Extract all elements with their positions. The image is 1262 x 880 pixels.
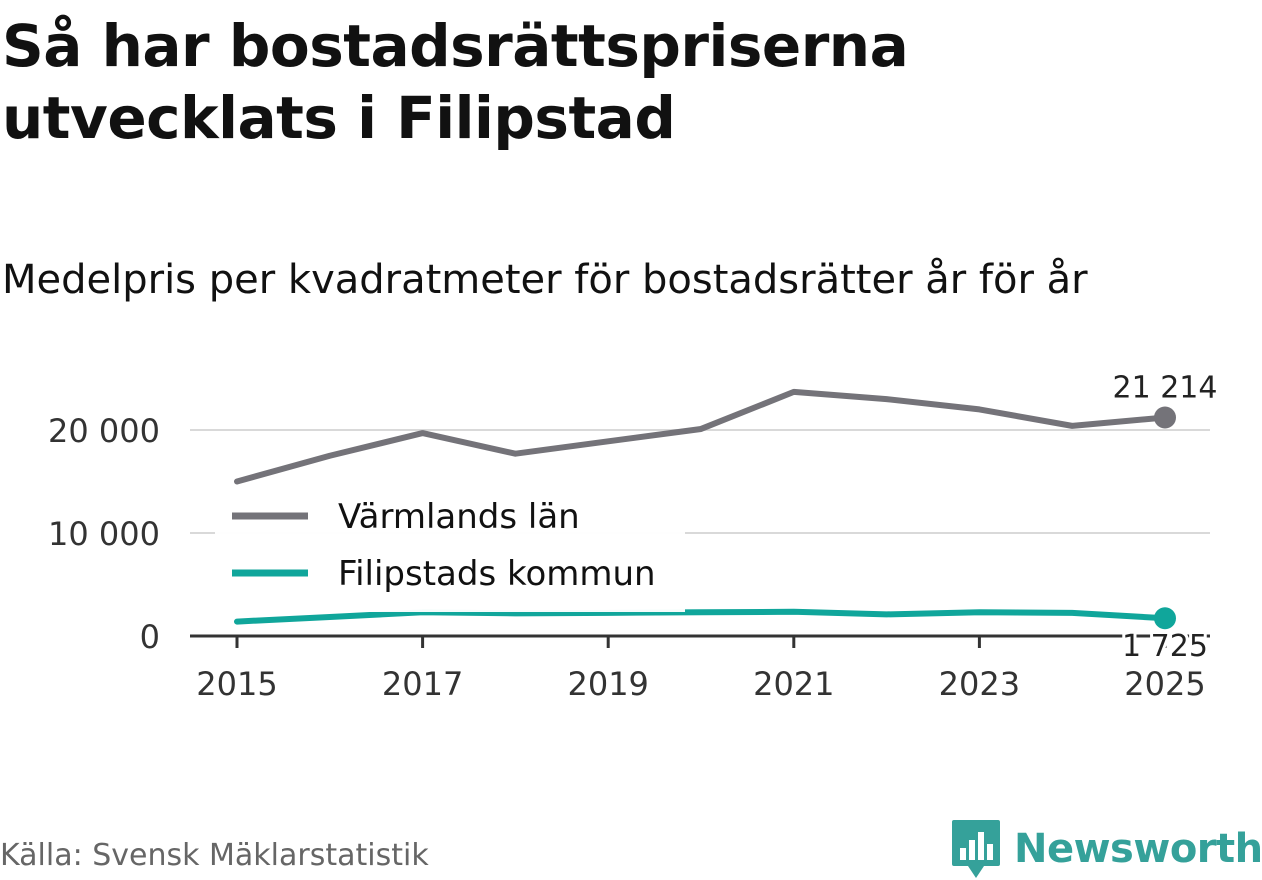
y-axis-tick-labels: 0 10 000 20 000 — [48, 412, 160, 656]
y-tick-label: 10 000 — [48, 515, 160, 553]
series-line-1 — [234, 608, 1168, 625]
series-lines: 21 214 1 725 — [234, 367, 1220, 667]
x-tick-label: 2019 — [567, 665, 648, 703]
x-axis-tick-labels: 2015 2017 2019 2021 2023 2025 — [196, 636, 1206, 703]
chart-title: Så har bostadsrättspriserna utvecklats i… — [2, 12, 909, 152]
series-line-0 — [234, 388, 1168, 485]
x-tick-label: 2015 — [196, 665, 277, 703]
legend: Värmlands län Filipstads kommun — [215, 488, 685, 612]
series-end-label-0: 21 214 — [1113, 370, 1218, 405]
x-tick-label: 2023 — [939, 665, 1020, 703]
series-end-point-0 — [1154, 406, 1176, 429]
series-end-label-1: 1 725 — [1122, 629, 1208, 664]
legend-box — [215, 488, 685, 612]
legend-label-1: Filipstads kommun — [338, 554, 656, 594]
y-tick-label: 20 000 — [48, 412, 160, 450]
series-end-point-1 — [1154, 607, 1176, 630]
legend-label-0: Värmlands län — [338, 497, 580, 537]
chart-subtitle: Medelpris per kvadratmeter för bostadsrä… — [2, 257, 1088, 303]
brand-name: Newsworthy — [1014, 826, 1262, 872]
x-tick-label: 2021 — [753, 665, 834, 703]
source-note: Källa: Svensk Mäklarstatistik — [0, 838, 429, 873]
bar-chart-speech-bubble-icon — [952, 820, 1000, 878]
y-tick-label: 0 — [140, 618, 160, 656]
brand-logo: Newsworthy — [950, 818, 1262, 880]
x-tick-label: 2025 — [1124, 665, 1205, 703]
x-tick-label: 2017 — [382, 665, 463, 703]
